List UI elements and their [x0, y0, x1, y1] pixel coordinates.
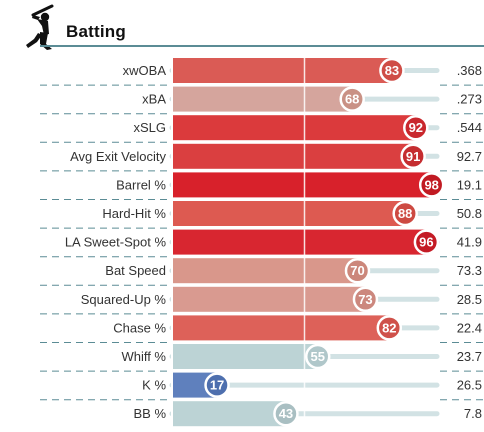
percentile-label: 83 — [385, 63, 399, 78]
metric-label: Barrel % — [116, 177, 166, 192]
percentile-label: 98 — [424, 177, 438, 192]
percentile-bar — [172, 201, 406, 226]
metric-label: Squared-Up % — [81, 292, 167, 307]
percentile-bar — [172, 143, 414, 169]
percentile-bar — [172, 172, 432, 198]
percentile-bar — [172, 86, 353, 112]
metric-label: xSLG — [133, 120, 166, 135]
metric-label: Chase % — [113, 320, 166, 335]
percentile-label: 70 — [350, 263, 364, 278]
metric-label: Whiff % — [121, 349, 166, 364]
stat-value: 23.7 — [457, 349, 482, 364]
stat-value: .368 — [457, 63, 482, 78]
percentile-bar — [172, 115, 416, 141]
percentile-bar — [172, 315, 390, 341]
stat-value: 73.3 — [457, 263, 482, 278]
stat-value: 7.8 — [464, 406, 482, 421]
percentile-label: 43 — [279, 406, 293, 421]
percentile-label: 55 — [311, 349, 325, 364]
percentile-circle — [344, 257, 371, 284]
stat-value: 92.7 — [457, 149, 482, 164]
percentile-circle — [305, 343, 331, 370]
section-title: Batting — [66, 22, 126, 41]
percentile-label: 82 — [382, 320, 396, 335]
stat-value: 26.5 — [457, 378, 482, 393]
stat-value: 22.4 — [457, 320, 482, 335]
percentile-label: 91 — [406, 149, 420, 164]
batter-silhouette-icon — [26, 4, 54, 50]
stat-value: .273 — [457, 92, 482, 107]
percentile-circle — [392, 200, 418, 227]
stat-value: .544 — [457, 120, 482, 135]
percentile-circle — [403, 114, 429, 141]
metric-label: xBA — [142, 92, 166, 107]
percentile-circle — [339, 86, 365, 112]
percentile-bar — [172, 286, 366, 312]
percentile-circle — [413, 229, 440, 255]
percentile-label: 68 — [345, 92, 359, 107]
metric-label: BB % — [133, 406, 166, 421]
metric-label: Avg Exit Velocity — [70, 149, 166, 164]
stat-value: 19.1 — [457, 177, 482, 192]
percentile-circle — [352, 286, 379, 313]
percentile-circle — [418, 172, 445, 198]
metric-label: xwOBA — [123, 63, 167, 78]
percentile-bar — [172, 401, 286, 427]
metric-label: K % — [142, 378, 166, 393]
percentile-label: 73 — [358, 292, 372, 307]
percentile-circle — [379, 57, 405, 84]
stat-value: 41.9 — [457, 235, 482, 250]
percentile-label: 17 — [210, 378, 224, 393]
percentile-bar — [172, 58, 392, 83]
percentile-label: 96 — [419, 235, 433, 250]
metric-label: LA Sweet-Spot % — [65, 235, 167, 250]
stat-value: 28.5 — [457, 292, 482, 307]
percentile-circle — [273, 400, 299, 427]
percentile-bar — [172, 229, 427, 255]
percentile-label: 88 — [398, 206, 412, 221]
percentile-bar — [172, 344, 318, 369]
metric-label: Hard-Hit % — [102, 206, 166, 221]
section-header: Batting — [0, 0, 484, 50]
percentile-label: 92 — [409, 120, 423, 135]
percentile-circle — [400, 143, 426, 170]
percentile-bar — [172, 258, 358, 284]
metric-label: Bat Speed — [105, 263, 166, 278]
percentile-circle — [376, 315, 403, 341]
stat-value: 50.8 — [457, 206, 482, 221]
header-divider — [40, 45, 484, 47]
percentile-circle — [204, 372, 230, 398]
